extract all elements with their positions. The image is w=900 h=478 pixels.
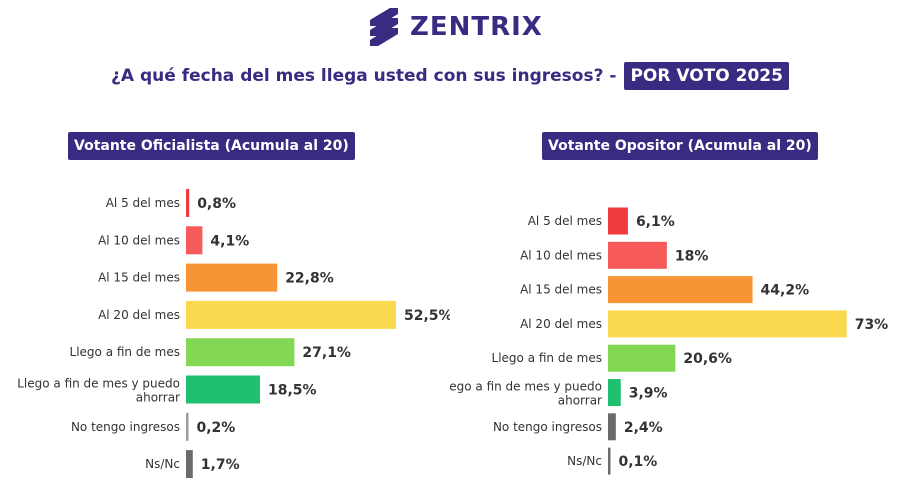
oficialista-value-label-3: 52,5% [404, 308, 450, 324]
oficialista-value-label-7: 1,7% [201, 457, 240, 473]
oficialista-value-label-2: 22,8% [285, 271, 334, 287]
chart-opositor: Al 5 del mes 6,1% Al 10 del mes 18% Al 15 de… [450, 207, 889, 475]
oficialista-bar-5 [186, 375, 260, 404]
oficialista-bar-6 [186, 412, 189, 441]
brand-logo: ZENTRIX [366, 6, 543, 48]
zentrix-logo-icon [370, 8, 398, 46]
oficialista-value-label-5: 18,5% [268, 383, 317, 399]
oficialista-category-label-5: Llego a fin de mes y puedo ahorrar [17, 377, 180, 405]
opositor-bar-0 [608, 207, 628, 235]
oficialista-category-label-6: No tengo ingresos [71, 420, 180, 434]
opositor-bar-3 [608, 310, 847, 338]
opositor-value-label-1: 18% [675, 248, 709, 264]
opositor-category-label-3: Al 20 del mes [520, 317, 602, 331]
opositor-category-label-4: Llego a fin de mes [492, 351, 602, 365]
opositor-bar-2 [608, 276, 753, 304]
opositor-bar-5 [608, 379, 621, 406]
opositor-category-label-7: Ns/Nc [567, 454, 602, 468]
opositor-bar-7 [608, 447, 611, 475]
oficialista-category-label-4: Llego a fin de mes [70, 345, 180, 359]
oficialista-value-label-0: 0,8% [197, 196, 236, 212]
oficialista-bar-3 [186, 300, 396, 329]
brand-name: ZENTRIX [410, 12, 543, 42]
opositor-value-label-5: 3,9% [629, 386, 668, 402]
headline-question: ¿A qué fecha del mes llega usted con sus… [111, 66, 617, 86]
opositor-value-label-0: 6,1% [636, 214, 675, 230]
panel-title-opositor: Votante Opositor (Acumula al 20) [542, 132, 818, 160]
opositor-value-label-2: 44,2% [761, 283, 810, 299]
opositor-bar-6 [608, 413, 616, 441]
oficialista-value-label-6: 0,2% [197, 420, 236, 436]
panel-title-oficialista: Votante Oficialista (Acumula al 20) [68, 132, 355, 160]
opositor-value-label-6: 2,4% [624, 420, 663, 436]
oficialista-category-label-3: Al 20 del mes [98, 308, 180, 322]
opositor-category-label-5: Llego a fin de mes y puedo ahorrar [450, 380, 602, 408]
headline-tag: POR VOTO 2025 [624, 62, 789, 90]
opositor-bar-1 [608, 241, 667, 269]
oficialista-bar-1 [186, 226, 203, 255]
headline: ¿A qué fecha del mes llega usted con sus… [0, 62, 900, 90]
opositor-value-label-7: 0,1% [619, 454, 658, 470]
oficialista-bar-4 [186, 338, 295, 367]
chart-oficialista: Al 5 del mes 0,8% Al 10 del mes 4,1% Al 15 d… [17, 189, 450, 478]
oficialista-bar-0 [186, 189, 190, 217]
opositor-category-label-6: No tengo ingresos [493, 420, 602, 434]
opositor-value-label-4: 20,6% [683, 351, 732, 367]
oficialista-bar-7 [186, 450, 193, 478]
oficialista-value-label-4: 27,1% [302, 345, 351, 361]
oficialista-value-label-1: 4,1% [210, 233, 249, 249]
oficialista-bar-2 [186, 263, 278, 292]
opositor-bar-4 [608, 344, 676, 372]
oficialista-category-label-2: Al 15 del mes [98, 271, 180, 285]
oficialista-category-label-0: Al 5 del mes [106, 196, 180, 210]
oficialista-category-label-1: Al 10 del mes [98, 233, 180, 247]
opositor-value-label-3: 73% [855, 317, 889, 333]
opositor-category-label-2: Al 15 del mes [520, 283, 602, 297]
oficialista-category-label-7: Ns/Nc [145, 457, 180, 471]
opositor-category-label-0: Al 5 del mes [528, 214, 602, 228]
opositor-category-label-1: Al 10 del mes [520, 248, 602, 262]
